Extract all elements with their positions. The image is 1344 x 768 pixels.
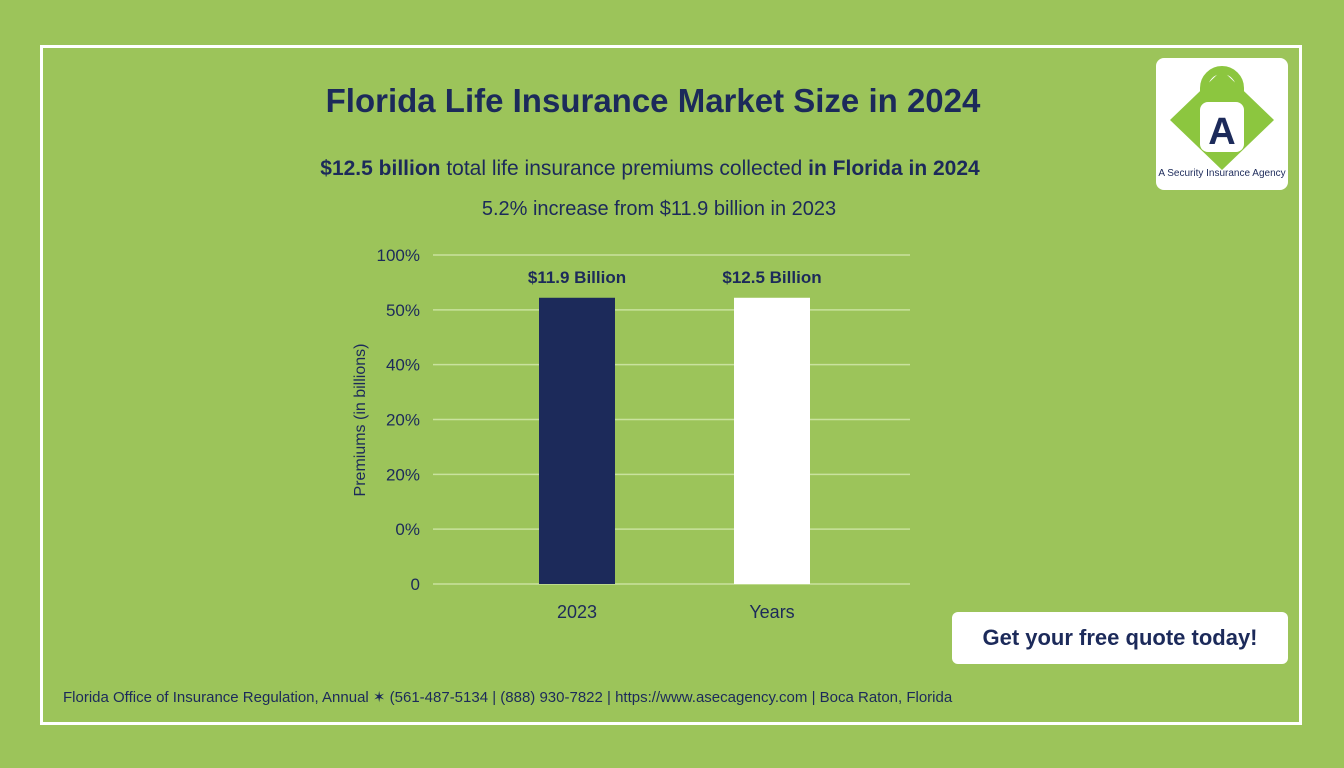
y-axis-label: Premiums (in billions)	[352, 344, 369, 497]
bar	[539, 297, 615, 584]
chart-subtitle: $12.5 billion total life insurance premi…	[0, 157, 1300, 181]
y-tick-label: 0	[411, 575, 420, 594]
y-tick-label: 0%	[395, 520, 420, 539]
subtitle-bold-start: $12.5 billion	[320, 157, 441, 180]
free-quote-button[interactable]: Get your free quote today!	[952, 612, 1288, 664]
y-tick-label: 40%	[386, 356, 420, 375]
logo-letter: A	[1208, 111, 1235, 153]
chart-subtitle-2: 5.2% increase from $11.9 billion in 2023	[481, 198, 837, 220]
subtitle-middle: total life insurance premiums collected	[440, 157, 809, 180]
y-tick-label: 20%	[386, 411, 420, 430]
y-tick-label: 100%	[377, 246, 420, 265]
bar-data-label: $12.5 Billion	[722, 268, 821, 287]
padlock-diamond-icon: A	[1170, 66, 1274, 170]
y-tick-label: 20%	[386, 465, 420, 484]
chart-title: Florida Life Insurance Market Size in 20…	[325, 82, 981, 119]
x-tick-label: Years	[749, 602, 794, 622]
footer-source: Florida Office of Insurance Regulation, …	[63, 689, 953, 706]
logo-text: A Security Insurance Agency	[1158, 168, 1286, 179]
x-tick-label: 2023	[557, 602, 597, 622]
bar	[734, 297, 810, 584]
subtitle-bold-end: in Florida in 2024	[808, 157, 980, 180]
content-frame	[40, 45, 1302, 725]
agency-logo[interactable]: A A Security Insurance Agency	[1156, 58, 1288, 190]
bar-data-label: $11.9 Billion	[528, 268, 626, 287]
y-tick-label: 50%	[386, 301, 420, 320]
